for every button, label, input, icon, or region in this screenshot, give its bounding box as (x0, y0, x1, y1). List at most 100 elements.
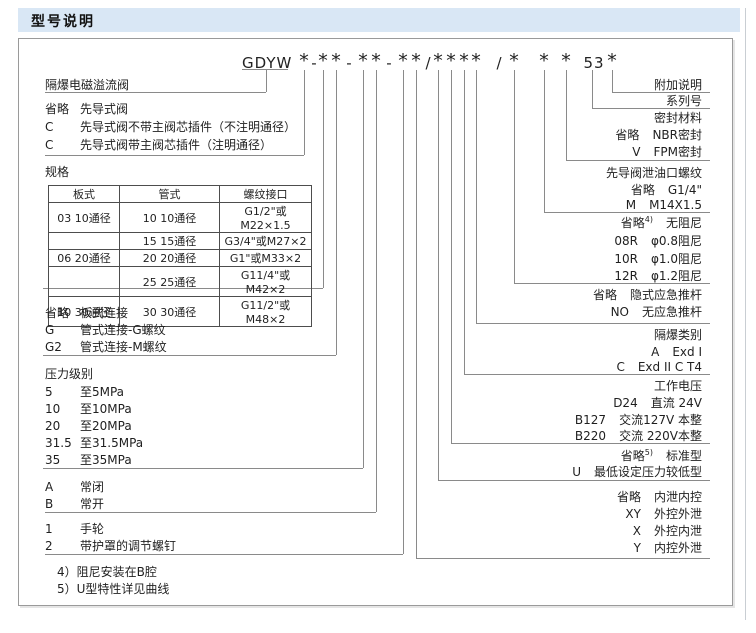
normal-state-row-b: B 常开 (45, 498, 104, 511)
option-code: 10R (614, 252, 638, 266)
spec-cell: G1"或M33×2 (219, 249, 312, 267)
option-label: 交流127V 本整 (619, 413, 702, 427)
option-label: FPM密封 (653, 145, 703, 159)
option-code: A (45, 480, 54, 494)
option-code: G2 (45, 340, 62, 354)
section-label: 附加说明 (653, 78, 702, 92)
damping-row-none: 省略4) 无阻尼 (620, 216, 702, 230)
option-code: 省略 (45, 102, 70, 116)
option-label: 至20MPa (80, 419, 132, 433)
rule-voltage (451, 443, 710, 444)
connection-row-default: 省略 板式连接 (45, 307, 128, 320)
voltage-row-d24: D24 直流 24V (613, 397, 702, 410)
section-label: 系列号 (665, 94, 702, 108)
series-label: 系列号 (666, 95, 702, 108)
option-label: M14X1.5 (649, 198, 702, 212)
pressure-row: 5 至5MPa (45, 386, 124, 399)
spec-cell: 30 30通径 (119, 296, 220, 327)
option-code: 10 (45, 402, 61, 416)
option-label: 先导式阀 (80, 102, 129, 116)
drain-row-default: 省略 G1/4" (631, 184, 702, 197)
option-code: C (45, 120, 54, 134)
option-label: 至35MPa (80, 453, 132, 467)
option-label: 外控内泄 (653, 524, 702, 538)
code-asterisk: * (371, 50, 381, 72)
option-code: X (632, 524, 641, 538)
spec-cell (48, 266, 120, 297)
page-title: 型号说明 (31, 14, 95, 30)
normal-state-row-a: A 常闭 (45, 481, 104, 494)
pilot-row-c1: C 先导式阀不带主阀芯插件（不注明通径） (45, 121, 296, 134)
section-label: 密封材料 (653, 111, 702, 125)
rule-valve-name (45, 92, 266, 93)
option-code: M (625, 198, 637, 212)
option-code: A (651, 345, 660, 359)
option-code-text: 省略 (620, 449, 645, 463)
option-code: 省略 (630, 183, 655, 197)
option-label: 板式连接 (80, 306, 129, 320)
option-code: D24 (613, 396, 638, 410)
voltage-row-b220: B220 交流 220V本整 (575, 430, 702, 443)
option-label: 至31.5MPa (80, 436, 144, 450)
option-label: 至5MPa (80, 385, 125, 399)
option-code: 1 (45, 522, 53, 536)
spec-table-row: 15 15通径 G3/4"或M27×2 (48, 232, 312, 250)
option-label: 先导式阀不带主阀芯插件（不注明通径） (80, 120, 297, 134)
spec-table-row: 25 25通径 G11/4"或M42×2 (48, 266, 312, 297)
rule-additional (612, 92, 710, 93)
option-code-text: 省略 (620, 216, 645, 230)
rule-exproof (464, 374, 710, 375)
section-label: 先导阀泄油口螺纹 (605, 166, 702, 180)
option-code: XY (625, 507, 641, 521)
exproof-section-title: 隔爆类别 (654, 329, 702, 342)
code-asterisk: * (471, 50, 481, 72)
spec-cell: G11/2"或M48×2 (219, 296, 312, 327)
adjustment-row-1: 1 手轮 (45, 523, 104, 536)
option-code: 省略5) (620, 449, 653, 463)
spec-cell: G11/4"或M42×2 (219, 266, 312, 297)
damping-row-10r: 10R φ1.0阻尼 (614, 253, 702, 266)
option-code: B127 (574, 413, 607, 427)
seal-row-v: V FPM密封 (632, 146, 702, 159)
line-seal (566, 70, 567, 160)
rule-connection (43, 355, 336, 356)
line-additional (612, 70, 613, 92)
option-label: 内控外泄 (653, 541, 702, 555)
standard-row-default: 省略5) 标准型 (620, 449, 702, 463)
damping-row-12r: 12R φ1.2阻尼 (614, 270, 702, 283)
page-edge-line (745, 8, 746, 620)
code-asterisk: * (318, 50, 328, 72)
option-code: C (45, 138, 54, 152)
model-code-prefix: GDYW (242, 54, 293, 72)
spec-table-header-row: 板式 管式 螺纹接口 (48, 185, 312, 203)
option-code: 省略 (615, 128, 640, 142)
rule-damping (514, 283, 710, 284)
line-valve-name (266, 70, 267, 92)
option-code: NO (610, 305, 629, 319)
code-asterisk: * (607, 50, 617, 72)
exproof-row-a: A Exd I (651, 346, 702, 359)
rule-normal-state (45, 512, 376, 513)
connection-row-g: G 管式连接-G螺纹 (45, 324, 166, 337)
option-code: 12R (614, 269, 638, 283)
option-code: 省略4) (620, 216, 653, 230)
push-rod-row-no: NO 无应急推杆 (611, 306, 702, 319)
section-label: 工作电压 (653, 379, 702, 393)
option-code: 2 (45, 539, 53, 553)
control-row-xy: XY 外控外泄 (625, 508, 702, 521)
line-standard (438, 70, 439, 480)
option-code: 省略 (592, 288, 617, 302)
spec-cell: 20 20通径 (119, 249, 220, 267)
valve-name-label: 隔爆电磁溢流阀 (45, 78, 130, 92)
code-asterisk: * (411, 50, 421, 72)
code-prefix-underline (242, 69, 288, 70)
option-label: 最低设定压力较低型 (593, 465, 702, 479)
code-asterisk: * (561, 50, 571, 72)
pressure-row: 20 至20MPa (45, 420, 132, 433)
code-asterisk: * (331, 50, 341, 72)
spec-col-pipe: 管式 (119, 185, 220, 203)
option-code: 35 (45, 453, 61, 467)
option-label: 标准型 (665, 449, 702, 463)
option-code: 省略 (616, 490, 641, 504)
